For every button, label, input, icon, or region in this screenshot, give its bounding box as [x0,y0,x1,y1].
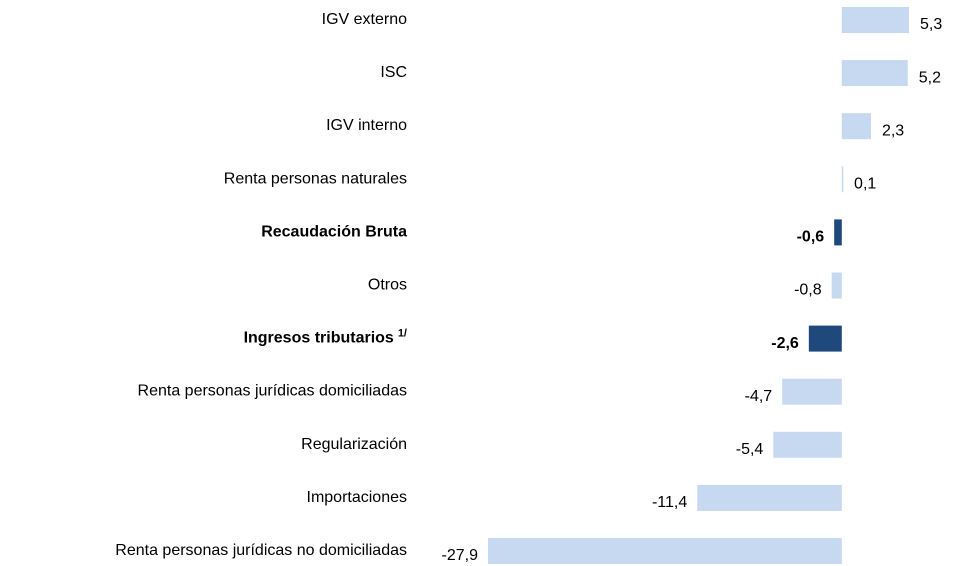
category-text: ISC [380,64,407,81]
category-text: Renta personas jurídicas domiciliadas [138,383,407,400]
value-label: -5,4 [736,441,764,458]
category-text: Otros [368,277,407,294]
category-label: Regularización [301,436,407,453]
category-text: Ingresos tributarios [244,330,394,347]
category-label: Importaciones [307,489,408,506]
bar [841,166,844,193]
category-label: IGV interno [326,117,407,134]
bar [841,7,909,33]
value-label: -11,4 [652,494,687,511]
category-label: Otros [368,277,407,294]
value-label: 5,3 [920,16,942,33]
category-text: Importaciones [307,489,408,506]
bar [782,378,842,405]
value-label: 2,3 [882,122,904,139]
value-label: -0,8 [794,282,822,299]
value-label: -27,9 [442,547,479,564]
category-superscript: 1/ [398,328,407,340]
category-text: IGV interno [326,117,407,134]
category-label: Ingresos tributarios 1/ [244,328,407,347]
bar [488,538,842,564]
value-label: 5,2 [919,69,941,86]
bar [808,325,842,352]
value-label: -4,7 [745,388,773,405]
category-label: Renta personas jurídicas domiciliadas [138,383,407,400]
value-label: 0,1 [854,176,876,193]
category-text: Recaudación Bruta [261,224,407,241]
category-text: Regularización [301,436,407,453]
bar [834,219,842,246]
value-label: -0,6 [797,229,825,246]
bar [697,484,842,511]
category-text: IGV externo [322,11,407,28]
bar [841,113,871,140]
bar [841,60,908,87]
category-label: ISC [380,64,407,81]
category-text: Renta personas naturales [224,171,407,188]
bar [773,431,842,458]
category-text: Renta personas jurídicas no domiciliadas [115,542,407,559]
value-label: -2,6 [771,335,799,352]
category-label: IGV externo [322,11,407,28]
category-label: Renta personas jurídicas no domiciliadas [115,542,407,559]
category-label: Renta personas naturales [224,171,407,188]
category-label: Recaudación Bruta [261,224,407,241]
bar [831,272,842,299]
